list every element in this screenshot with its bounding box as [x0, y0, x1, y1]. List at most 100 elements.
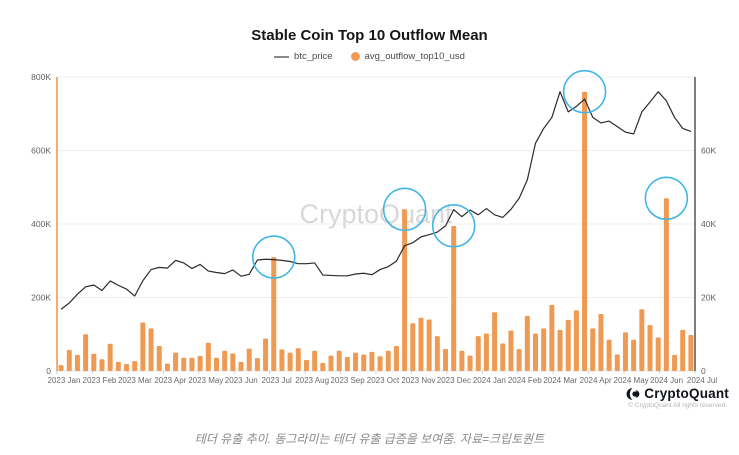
legend-item-avg-outflow: avg_outflow_top10_usd	[350, 51, 465, 62]
x-axis-label: 2023 Mar	[118, 376, 152, 385]
outflow-bar	[402, 209, 408, 371]
dot-swatch-icon	[350, 52, 360, 61]
highlight-circle	[431, 204, 476, 248]
outflow-bar	[320, 362, 326, 371]
highlight-circle	[251, 235, 296, 279]
x-axis-label: 2024 May	[614, 376, 649, 385]
left-axis-tick-label: 400K	[31, 219, 51, 229]
outflow-bar	[238, 361, 244, 371]
outflow-bar	[344, 357, 350, 371]
outflow-bar	[557, 329, 563, 371]
outflow-bar	[434, 336, 440, 371]
outflow-bar	[541, 328, 547, 371]
brand-row: CryptoQuant	[626, 386, 729, 401]
outflow-bar	[222, 350, 228, 371]
outflow-bar	[426, 319, 432, 371]
right-axis-tick-label: 0	[701, 366, 706, 376]
left-axis-tick-label: 600K	[31, 146, 51, 156]
outflow-bar	[606, 339, 612, 371]
x-axis-label: 2023 Feb	[83, 376, 117, 385]
watermark: CryptoQuant	[299, 199, 453, 229]
outflow-bar	[287, 352, 293, 371]
outflow-bar	[214, 357, 219, 371]
x-axis-label: 2024 Jun	[650, 376, 683, 385]
outflow-bar	[614, 354, 620, 371]
outflow-bar	[132, 361, 138, 371]
outflow-bar	[475, 336, 481, 371]
outflow-bar	[459, 350, 465, 371]
line-swatch-icon	[274, 55, 290, 58]
brand-name: CryptoQuant	[644, 386, 729, 401]
x-axis-label: 2023 Jun	[225, 376, 258, 385]
outflow-bar	[66, 350, 72, 371]
outflow-bar	[508, 330, 514, 371]
outflow-bar	[140, 322, 146, 371]
outflow-bar	[655, 337, 661, 371]
x-axis-label: 2023 May	[188, 376, 223, 385]
outflow-bar	[410, 323, 416, 371]
x-axis-label: 2024 Mar	[543, 376, 577, 385]
outflow-bar	[328, 355, 334, 371]
highlight-circle	[382, 187, 427, 232]
right-axis-tick-label: 20K	[701, 293, 716, 303]
highlight-circle	[644, 176, 689, 221]
outflow-bar	[230, 353, 236, 371]
outflow-bar	[598, 314, 604, 371]
outflow-bar	[549, 304, 555, 371]
outflow-bar	[492, 312, 498, 371]
outflow-bar	[99, 359, 105, 371]
outflow-bar	[483, 333, 489, 371]
outflow-bar	[164, 363, 170, 371]
outflow-bar	[672, 354, 678, 371]
outflow-bar	[369, 351, 375, 371]
x-axis-label: 2023 Oct	[367, 376, 400, 385]
legend-item-btc-price: btc_price	[274, 51, 333, 62]
left-axis-tick-label: 800K	[31, 72, 51, 82]
right-axis-tick-label: 40K	[701, 219, 716, 229]
x-axis-label: 2023 Aug	[295, 376, 329, 385]
outflow-bar	[500, 343, 506, 371]
outflow-bar	[418, 317, 424, 371]
outflow-bar	[622, 332, 628, 371]
btc-price-line	[60, 91, 692, 310]
outflow-bar	[115, 361, 121, 371]
outflow-bar	[663, 198, 669, 371]
legend-label-avg-outflow: avg_outflow_top10_usd	[364, 51, 465, 62]
outflow-bar	[303, 359, 309, 371]
outflow-bar	[181, 357, 187, 371]
outflow-bar	[271, 257, 277, 371]
outflow-bar	[263, 338, 269, 371]
outflow-bar	[74, 354, 80, 371]
outflow-bar	[156, 346, 162, 371]
footer-brand: CryptoQuant © CryptoQuant All rights res…	[626, 386, 729, 409]
x-axis-label: 2023 Dec	[437, 376, 471, 385]
outflow-bar	[524, 315, 530, 371]
outflow-bar	[197, 355, 203, 371]
outflow-bar	[565, 319, 571, 371]
outflow-bar	[639, 309, 645, 371]
outflow-bar	[254, 358, 260, 371]
x-axis-label: 2023 Nov	[401, 376, 435, 385]
chart-canvas: CryptoQuant 0 200K 400K 600K 800K 0 20K 40K 60K 20…	[31, 69, 717, 385]
chart-title: Stable Coin Top 10 Outflow Mean	[251, 27, 488, 44]
legend: btc_price avg_outflow_top10_usd	[0, 51, 739, 62]
outflow-bar	[451, 225, 457, 371]
outflow-bar	[279, 349, 285, 371]
outflow-bar	[205, 342, 211, 371]
outflow-bar	[631, 339, 637, 371]
cryptoquant-logo-icon	[626, 387, 640, 401]
outflow-bar	[336, 350, 342, 371]
x-axis-label: 2024 Feb	[508, 376, 542, 385]
outflow-bar	[148, 328, 154, 371]
outflow-bar	[312, 350, 318, 371]
outflow-bar	[590, 328, 596, 371]
caption: 테더 유출 추이. 동그라미는 테더 유출 급증을 보여줌. 자료=크립토퀀트	[194, 432, 545, 446]
copyright: © CryptoQuant All rights reserved.	[628, 402, 727, 409]
outflow-bar	[246, 348, 252, 371]
outflow-bar	[189, 357, 195, 371]
outflow-bar	[173, 352, 179, 371]
outflow-bar	[582, 91, 588, 371]
outflow-bar	[647, 325, 653, 371]
x-axis-label: 2024 Apr	[580, 376, 612, 385]
